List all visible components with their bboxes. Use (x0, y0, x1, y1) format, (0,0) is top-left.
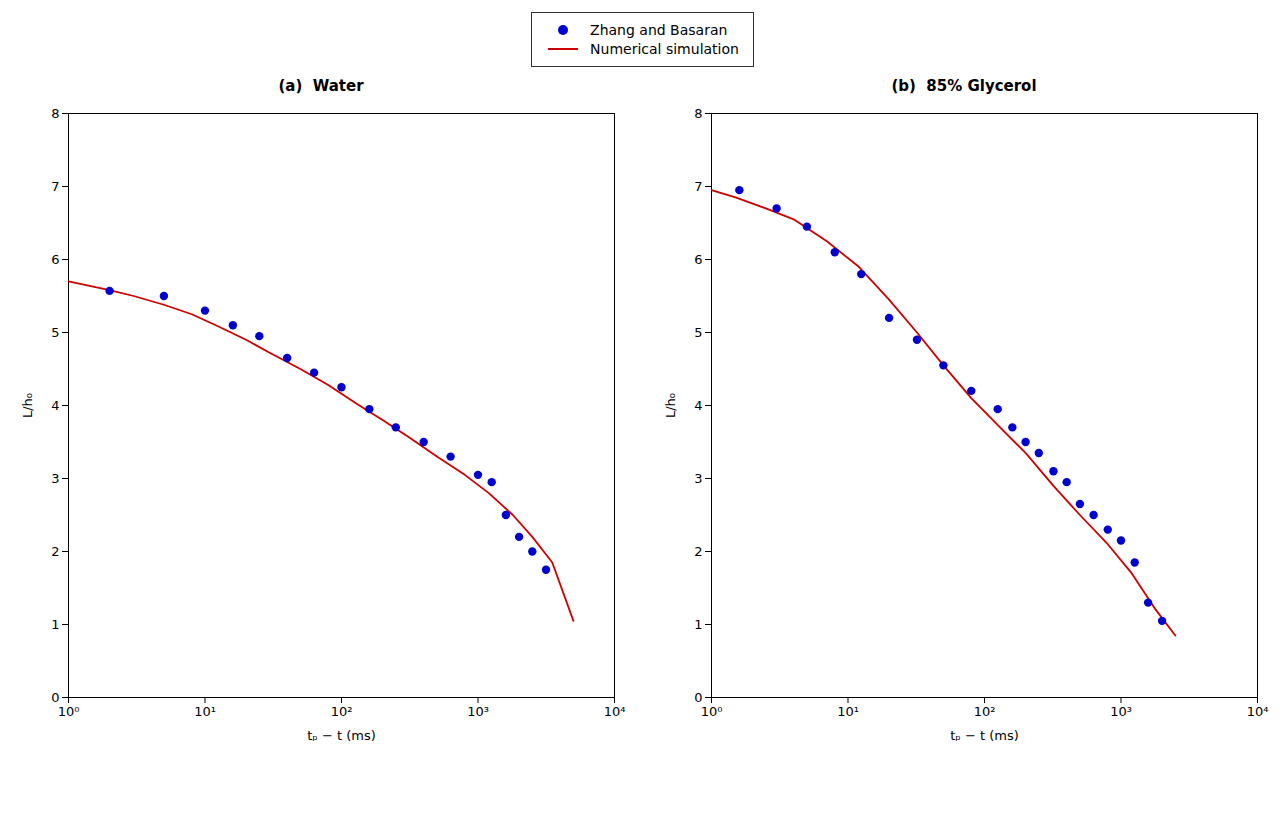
svg-text:L/h₀: L/h₀ (663, 393, 678, 418)
svg-text:10²: 10² (331, 704, 353, 719)
svg-text:tₚ − t (ms): tₚ − t (ms) (307, 728, 376, 743)
svg-text:tₚ − t (ms): tₚ − t (ms) (950, 728, 1019, 743)
svg-text:5: 5 (51, 325, 59, 340)
svg-text:10²: 10² (974, 704, 996, 719)
svg-text:10⁴: 10⁴ (1247, 704, 1269, 719)
svg-text:6: 6 (51, 252, 59, 267)
svg-text:2: 2 (694, 544, 702, 559)
svg-text:8: 8 (694, 106, 702, 121)
svg-text:10⁰: 10⁰ (58, 704, 80, 719)
svg-text:3: 3 (51, 471, 59, 486)
svg-text:10³: 10³ (467, 704, 489, 719)
svg-text:10⁰: 10⁰ (701, 704, 723, 719)
svg-text:1: 1 (51, 617, 59, 632)
svg-text:0: 0 (694, 690, 702, 705)
svg-text:L/h₀: L/h₀ (20, 393, 35, 418)
svg-text:10¹: 10¹ (837, 704, 859, 719)
svg-text:7: 7 (694, 179, 702, 194)
svg-text:10³: 10³ (1110, 704, 1132, 719)
svg-text:4: 4 (51, 398, 59, 413)
svg-text:10⁴: 10⁴ (604, 704, 626, 719)
svg-text:0: 0 (51, 690, 59, 705)
svg-text:2: 2 (51, 544, 59, 559)
svg-text:4: 4 (694, 398, 702, 413)
svg-text:6: 6 (694, 252, 702, 267)
html-text:Numerical simulation: Numerical simulation (590, 41, 739, 57)
svg-text:10¹: 10¹ (194, 704, 216, 719)
html-text:(b) 85% Glycerol: (b) 85% Glycerol (891, 77, 1037, 95)
svg-text:5: 5 (694, 325, 702, 340)
html-text:Zhang and Basaran: Zhang and Basaran (590, 22, 728, 38)
svg-text:7: 7 (51, 179, 59, 194)
svg-text:3: 3 (694, 471, 702, 486)
svg-text:8: 8 (51, 106, 59, 121)
svg-text:1: 1 (694, 617, 702, 632)
html-text:(a) Water: (a) Water (278, 77, 364, 95)
